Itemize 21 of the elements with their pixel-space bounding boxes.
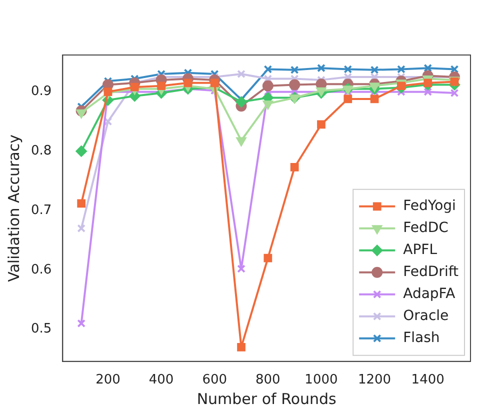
legend-label: Oracle bbox=[403, 308, 449, 324]
x-tick-label: 1000 bbox=[304, 372, 338, 388]
legend-label: FedYogi bbox=[403, 198, 456, 214]
y-tick-label: 0.8 bbox=[30, 144, 52, 159]
x-tick-label: 800 bbox=[256, 372, 280, 388]
x-tick-label: 200 bbox=[96, 372, 120, 388]
y-tick-label: 0.7 bbox=[30, 202, 52, 218]
y-axis-title: Validation Accuracy bbox=[4, 134, 23, 282]
y-tick-label: 0.6 bbox=[30, 262, 52, 278]
y-tick-label: 0.5 bbox=[30, 322, 52, 337]
x-tick-label: 1200 bbox=[358, 372, 392, 388]
legend-label: FedDrift bbox=[403, 264, 460, 280]
x-tick-label: 400 bbox=[148, 372, 174, 388]
x-tick-label: 1400 bbox=[411, 372, 444, 388]
legend-label: FedDC bbox=[403, 220, 449, 236]
legend-label: APFL bbox=[403, 242, 438, 258]
legend-label: AdapFA bbox=[403, 286, 456, 302]
x-axis-title: Number of Rounds bbox=[196, 390, 337, 408]
legend-label: Flash bbox=[403, 330, 440, 346]
y-tick-label: 0.9 bbox=[30, 84, 52, 100]
x-tick-label: 600 bbox=[202, 372, 228, 388]
